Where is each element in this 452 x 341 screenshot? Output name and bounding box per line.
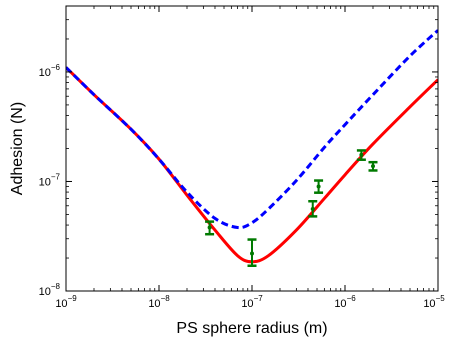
y-tick-label: 10−6 (39, 63, 61, 79)
y-axis-title: Adhesion (N) (9, 102, 26, 195)
error-bar-point (308, 199, 318, 218)
error-bar-point (205, 220, 215, 236)
x-tick-label: 10−8 (148, 294, 170, 310)
data-point-marker (310, 207, 315, 212)
y-tick-label: 10−8 (39, 282, 61, 298)
x-tick-label: 10−6 (334, 294, 356, 310)
data-point-marker (359, 152, 364, 157)
error-bar-point (368, 160, 378, 172)
error-bar-point (356, 149, 366, 161)
x-tick-label: 10−7 (241, 294, 263, 310)
error-bar-layer (205, 149, 378, 268)
error-bar-point (247, 238, 257, 268)
error-bar-point (314, 179, 324, 194)
dashed-model-curve (66, 29, 438, 230)
solid-model-curve (66, 66, 438, 264)
data-point-marker (250, 251, 254, 256)
data-point-marker (207, 225, 212, 230)
x-tick-label: 10−9 (55, 294, 77, 310)
data-point-marker (370, 164, 375, 169)
data-point-marker (316, 184, 321, 189)
series-layer (66, 29, 438, 264)
y-tick-label: 10−7 (39, 172, 61, 188)
tick-layer: 10−9 10−8 10−7 10−6 10−510−810−710−6 (39, 5, 445, 310)
x-tick-label: 10−5 (423, 294, 445, 310)
x-axis-title: PS sphere radius (m) (176, 320, 327, 337)
